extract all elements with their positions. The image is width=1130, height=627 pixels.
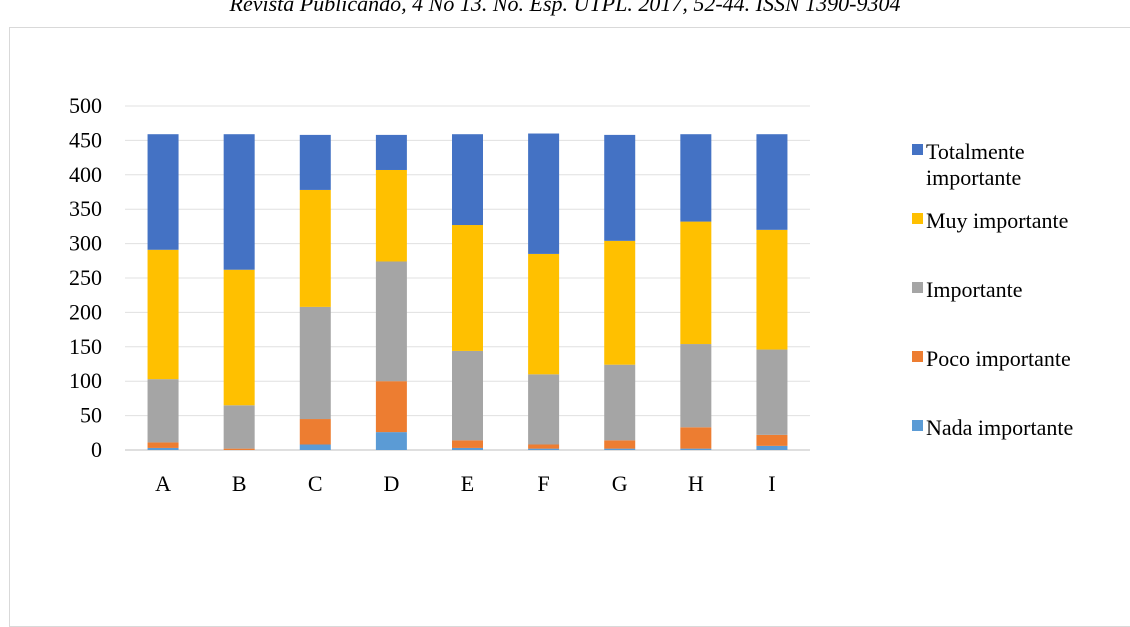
bar-segment bbox=[604, 134, 636, 241]
legend-label: importante bbox=[926, 165, 1021, 190]
bar-segment bbox=[680, 221, 712, 345]
bar-segment bbox=[680, 134, 712, 222]
bar-segment bbox=[375, 261, 407, 382]
y-tick-label: 150 bbox=[69, 334, 102, 359]
bar-segment bbox=[756, 349, 788, 435]
y-tick-label: 350 bbox=[69, 196, 102, 221]
x-tick-label: E bbox=[461, 471, 474, 496]
bar-segment bbox=[452, 225, 483, 351]
bar-segment bbox=[452, 350, 483, 441]
legend-item: Nada importante bbox=[912, 415, 1073, 440]
x-tick-label: B bbox=[232, 471, 247, 496]
legend-item: Importante bbox=[912, 277, 1023, 302]
bar-segment bbox=[528, 133, 560, 254]
y-tick-label: 400 bbox=[69, 162, 102, 187]
legend-label: Muy importante bbox=[926, 208, 1068, 233]
x-tick-label: F bbox=[537, 471, 549, 496]
y-tick-label: 300 bbox=[69, 231, 102, 256]
legend-label: Totalmente bbox=[926, 139, 1025, 164]
bar-segment bbox=[604, 440, 636, 449]
bar-segment bbox=[528, 444, 560, 449]
y-tick-label: 250 bbox=[69, 265, 102, 290]
legend-swatch bbox=[912, 144, 923, 155]
stacked-bar-chart: 0 50 100 150 200 250 300 350 400 450 500 A B C D E F G H I… bbox=[69, 93, 1073, 496]
bar-segment bbox=[680, 448, 712, 450]
bar-segment bbox=[147, 442, 179, 448]
bar-segment bbox=[299, 419, 331, 445]
bars bbox=[147, 133, 788, 450]
bar-segment bbox=[223, 448, 255, 450]
bar-segment bbox=[299, 134, 331, 190]
y-tick-label: 200 bbox=[69, 299, 102, 324]
y-tick-label: 0 bbox=[91, 437, 102, 462]
bar-segment bbox=[680, 427, 712, 449]
bar-segment bbox=[756, 434, 788, 446]
legend-swatch bbox=[912, 213, 923, 224]
bar-segment bbox=[147, 447, 179, 450]
legend-label: Nada importante bbox=[926, 415, 1073, 440]
legend-item: Poco importante bbox=[912, 346, 1071, 371]
x-tick-label: G bbox=[612, 471, 628, 496]
bar-segment bbox=[223, 269, 255, 406]
bar-segment bbox=[452, 134, 483, 226]
bar-segment bbox=[375, 134, 407, 170]
bar-segment bbox=[223, 405, 255, 449]
bar-segment bbox=[528, 374, 560, 445]
legend-item: Muy importante bbox=[912, 208, 1068, 233]
y-tick-label: 50 bbox=[80, 403, 102, 428]
y-axis: 0 50 100 150 200 250 300 350 400 450 500 bbox=[69, 93, 102, 462]
bar-segment bbox=[452, 447, 483, 450]
legend-label: Importante bbox=[926, 277, 1023, 302]
bar-segment bbox=[756, 134, 788, 230]
bar-segment bbox=[756, 229, 788, 350]
bar-segment bbox=[452, 440, 483, 448]
legend-swatch bbox=[912, 420, 923, 431]
bar-segment bbox=[604, 240, 636, 365]
bar-segment bbox=[375, 432, 407, 450]
journal-header: Revista Publicando, 4 No 13. No. Esp. UT… bbox=[229, 0, 901, 16]
bar-segment bbox=[604, 448, 636, 450]
bar-segment bbox=[223, 134, 255, 270]
bar-segment bbox=[375, 169, 407, 262]
y-tick-label: 450 bbox=[69, 127, 102, 152]
y-tick-label: 100 bbox=[69, 368, 102, 393]
x-tick-label: A bbox=[155, 471, 171, 496]
bar-segment bbox=[147, 134, 179, 250]
legend-label: Poco importante bbox=[926, 346, 1071, 371]
legend-swatch bbox=[912, 282, 923, 293]
legend-swatch bbox=[912, 351, 923, 362]
bar-segment bbox=[528, 448, 560, 450]
x-tick-label: H bbox=[688, 471, 704, 496]
bar-segment bbox=[147, 379, 179, 443]
bar-segment bbox=[299, 306, 331, 420]
x-axis: A B C D E F G H I bbox=[155, 471, 775, 496]
x-tick-label: I bbox=[768, 471, 775, 496]
bar-segment bbox=[299, 444, 331, 450]
bar-segment bbox=[756, 445, 788, 450]
bar-segment bbox=[680, 344, 712, 428]
x-tick-label: C bbox=[308, 471, 323, 496]
bar-segment bbox=[528, 253, 560, 375]
bar-segment bbox=[604, 364, 636, 441]
bar-segment bbox=[299, 189, 331, 307]
y-tick-label: 500 bbox=[69, 93, 102, 118]
bar-segment bbox=[375, 381, 407, 433]
x-tick-label: D bbox=[383, 471, 399, 496]
bar-segment bbox=[147, 249, 179, 380]
